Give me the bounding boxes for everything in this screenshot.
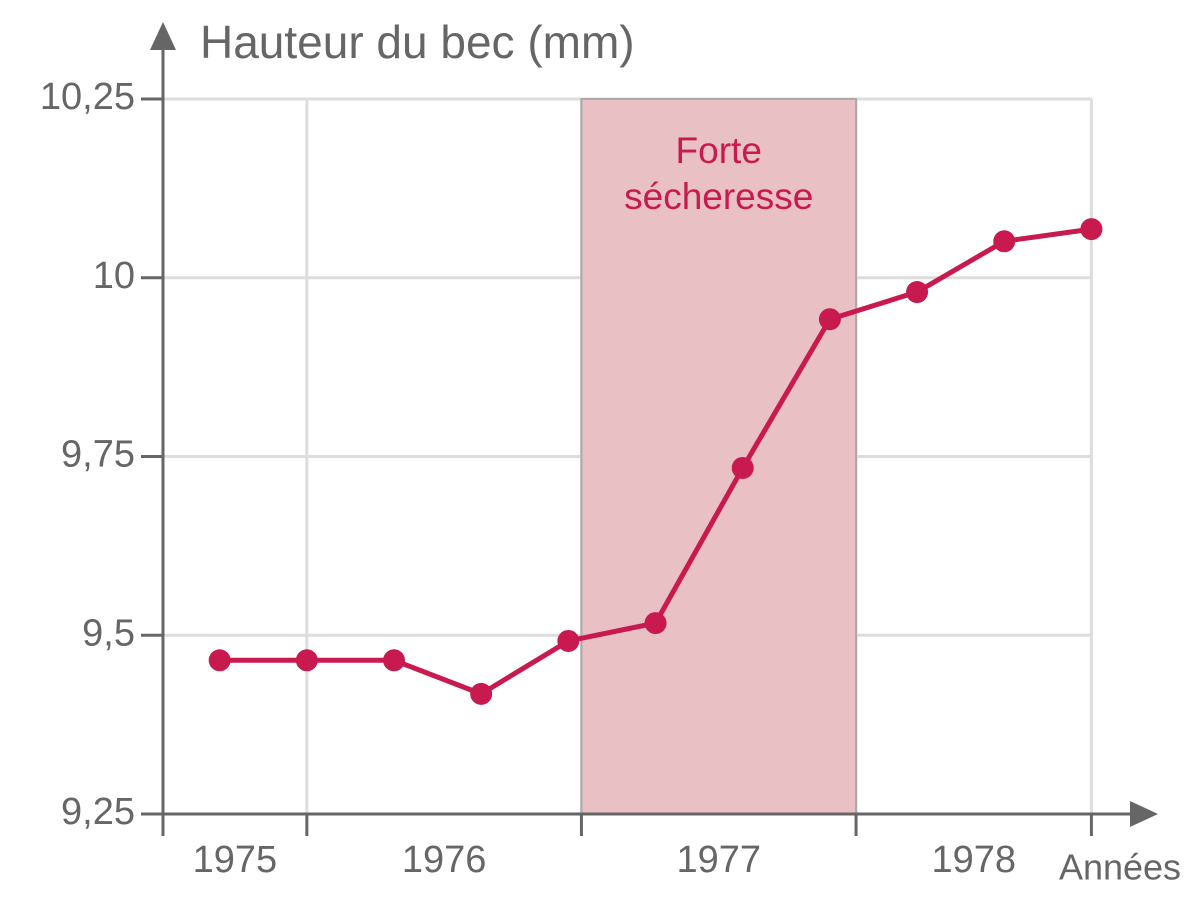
x-axis-arrow <box>1130 801 1158 827</box>
y-tick-label: 9,5 <box>82 612 135 654</box>
data-point <box>644 612 667 635</box>
annotation: Forte sécheresse <box>624 130 814 217</box>
data-point <box>1080 218 1103 241</box>
data-point <box>383 649 406 672</box>
data-point <box>470 682 493 705</box>
data-point <box>208 649 231 672</box>
x-tick-label: 1978 <box>931 839 1016 881</box>
drought-band <box>580 98 858 815</box>
data-point <box>993 230 1016 253</box>
data-point <box>295 649 318 672</box>
x-axis-label: Années <box>1059 847 1181 888</box>
y-tick-label: 10,25 <box>40 76 135 118</box>
y-tick-label: 9,75 <box>61 434 135 476</box>
y-tick-label: 10 <box>93 255 135 297</box>
y-tick-label: 9,25 <box>61 791 135 833</box>
x-tick-label: 1975 <box>193 839 278 881</box>
y-axis-arrow <box>150 22 176 50</box>
data-point <box>557 629 580 652</box>
data-point <box>731 456 754 479</box>
x-tick-label: 1977 <box>676 839 761 881</box>
chart-title: Hauteur du bec (mm) <box>200 16 635 68</box>
data-point <box>906 281 929 304</box>
data-point <box>818 308 841 331</box>
x-tick-label: 1976 <box>402 839 487 881</box>
